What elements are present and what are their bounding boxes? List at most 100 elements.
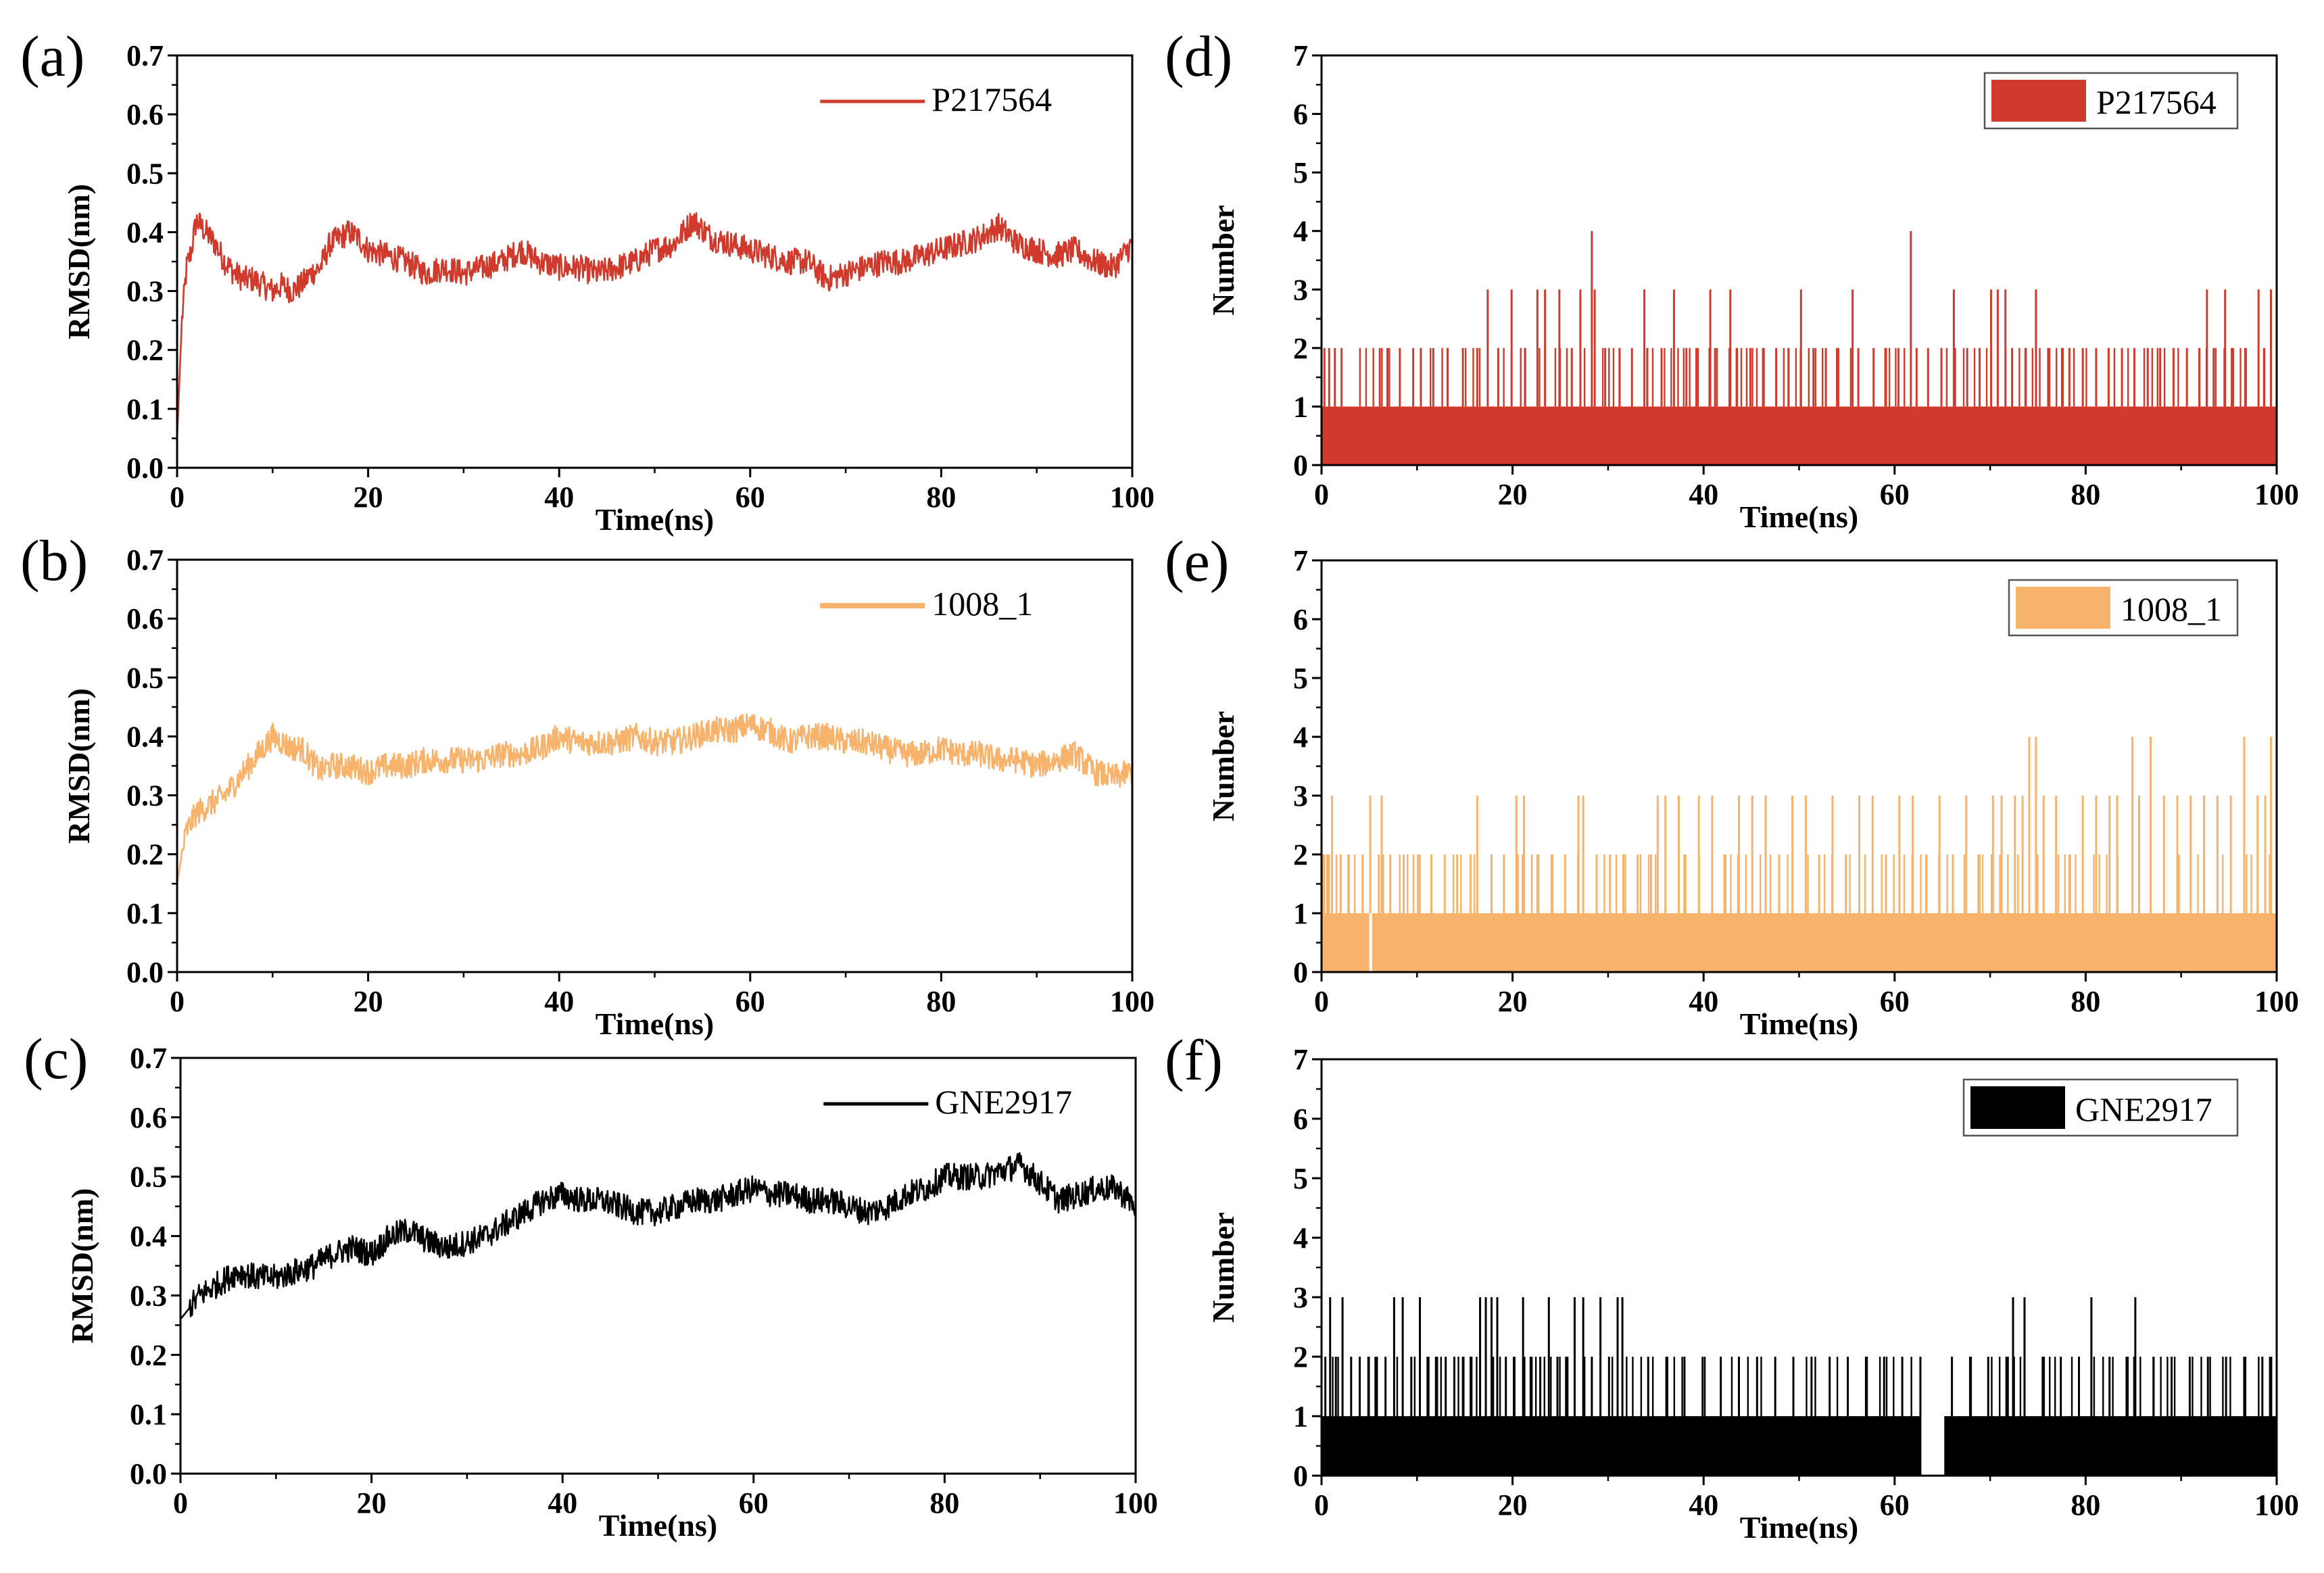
legend-swatch — [2016, 587, 2110, 629]
y-tick-label: 3 — [1293, 273, 1308, 306]
panel-d: 0 1 2 3 4 5 6 7 0 20 40 60 80 100 Time(ns) Number (d) P21… — [1165, 24, 2299, 534]
panel-label: (e) — [1165, 529, 1229, 594]
y-tick-label: 3 — [1293, 779, 1308, 813]
y-tick-label: 0.4 — [126, 720, 164, 753]
panel-a: 0.0 0.1 0.2 0.3 0.4 0.5 0.6 0.7 0 20 40 60 80 100 Time… — [20, 24, 1155, 537]
x-axis-title: Time(ns) — [1740, 1007, 1859, 1041]
plot-area — [180, 1152, 1136, 1320]
y-axis-title: Number — [1206, 711, 1240, 822]
panel-label: (d) — [1165, 24, 1232, 89]
x-tick-label: 100 — [2254, 985, 2299, 1018]
x-tick-label: 80 — [929, 1486, 959, 1520]
x-axis-title: Time(ns) — [596, 1007, 715, 1041]
y-tick-label: 2 — [1293, 838, 1308, 871]
panel-label: (b) — [20, 528, 88, 593]
x-tick-label: 100 — [2254, 1489, 2299, 1522]
y-tick-label: 0.6 — [130, 1101, 167, 1134]
y-tick-label: 0.3 — [126, 779, 164, 813]
x-tick-label: 0 — [173, 1486, 188, 1520]
plot-area — [1322, 231, 2277, 465]
panel-f: 0 1 2 3 4 5 6 7 0 20 40 60 80 100 Time(ns) Number (f) GNE… — [1165, 1027, 2299, 1545]
panel-e: 0 1 2 3 4 5 6 7 0 20 40 60 80 100 Time(ns) Number (e) 100… — [1165, 529, 2299, 1041]
baseline-gap-0 — [1369, 913, 1372, 972]
y-tick-label: 0.3 — [130, 1279, 167, 1312]
y-tick-label: 0.0 — [130, 1457, 167, 1491]
y-tick-label: 0.0 — [126, 956, 164, 989]
x-tick-label: 80 — [926, 985, 956, 1018]
y-tick-label: 6 — [1293, 98, 1308, 131]
x-tick-label: 60 — [1880, 478, 1910, 511]
series-baseline-fill-P217564 — [1322, 406, 2277, 465]
y-tick-label: 4 — [1293, 215, 1308, 248]
y-tick-label: 0.5 — [126, 661, 164, 694]
series-baseline-fill-GNE2917 — [1322, 1416, 2277, 1476]
y-tick-label: 0.6 — [126, 602, 164, 635]
y-tick-label: 0 — [1293, 449, 1308, 482]
y-tick-label: 6 — [1293, 1103, 1308, 1136]
x-tick-label: 60 — [1880, 1489, 1910, 1522]
y-tick-label: 0.0 — [126, 452, 164, 485]
x-tick-label: 40 — [1689, 1489, 1718, 1522]
panel-c: 0.0 0.1 0.2 0.3 0.4 0.5 0.6 0.7 0 20 40 60 80 100 Time… — [24, 1026, 1158, 1543]
x-tick-label: 20 — [1498, 985, 1528, 1018]
x-tick-label: 0 — [170, 985, 185, 1018]
legend-label: 1008_1 — [2121, 590, 2222, 628]
panel-b: 0.0 0.1 0.2 0.3 0.4 0.5 0.6 0.7 0 20 40 60 80 100 Time… — [20, 528, 1155, 1041]
baseline-gap-0 — [1921, 1416, 1945, 1476]
x-tick-label: 20 — [357, 1486, 387, 1520]
y-tick-label: 0.1 — [126, 393, 164, 426]
plot-area — [1322, 737, 2277, 972]
x-tick-label: 60 — [735, 985, 765, 1018]
y-axis-title: RMSD(nm) — [62, 688, 96, 844]
plot-area — [1322, 1297, 2277, 1476]
x-tick-label: 0 — [1314, 478, 1329, 511]
y-tick-label: 2 — [1293, 1340, 1308, 1374]
x-tick-label: 0 — [1314, 1489, 1329, 1522]
plot-area — [177, 212, 1132, 439]
x-tick-label: 40 — [544, 481, 574, 514]
x-tick-label: 80 — [2071, 478, 2100, 511]
y-tick-label: 5 — [1293, 662, 1308, 695]
legend-swatch — [1991, 80, 2086, 122]
y-tick-label: 6 — [1293, 603, 1308, 636]
y-tick-label: 0.1 — [130, 1398, 167, 1431]
x-axis-title: Time(ns) — [599, 1508, 718, 1543]
legend-label: P217564 — [931, 80, 1052, 118]
y-tick-label: 0.6 — [126, 98, 164, 131]
series-baseline-fill-1008_1 — [1322, 913, 2277, 972]
x-tick-label: 40 — [1689, 985, 1718, 1018]
x-tick-label: 100 — [1113, 1486, 1158, 1520]
y-tick-label: 5 — [1293, 1162, 1308, 1195]
x-axis-title: Time(ns) — [596, 502, 715, 537]
y-tick-label: 7 — [1293, 39, 1308, 72]
y-tick-label: 0.4 — [130, 1220, 167, 1253]
x-tick-label: 80 — [2071, 1489, 2100, 1522]
series-line-P217564 — [177, 212, 1132, 439]
x-tick-label: 20 — [354, 481, 383, 514]
x-tick-label: 40 — [544, 985, 574, 1018]
y-tick-label: 0.2 — [126, 334, 164, 367]
x-tick-label: 100 — [2254, 478, 2299, 511]
y-tick-label: 0 — [1293, 956, 1308, 989]
plot-area — [177, 713, 1132, 884]
panel-label: (c) — [24, 1026, 88, 1091]
series-line-GNE2917 — [180, 1152, 1136, 1320]
legend-label: GNE2917 — [935, 1083, 1072, 1121]
y-tick-label: 0.7 — [126, 543, 164, 577]
y-tick-label: 7 — [1293, 1043, 1308, 1076]
y-tick-label: 0.5 — [126, 157, 164, 190]
panel-label: (a) — [20, 24, 84, 89]
y-tick-label: 4 — [1293, 1221, 1308, 1255]
x-tick-label: 40 — [548, 1486, 577, 1520]
y-tick-label: 0.7 — [126, 39, 164, 72]
x-tick-label: 0 — [1314, 985, 1329, 1018]
y-axis-title: RMSD(nm) — [65, 1188, 99, 1344]
y-tick-label: 0.7 — [130, 1042, 167, 1075]
legend-swatch — [1970, 1086, 2065, 1129]
y-tick-label: 2 — [1293, 332, 1308, 365]
y-tick-label: 0.3 — [126, 275, 164, 308]
y-tick-label: 0.2 — [130, 1338, 167, 1372]
y-tick-label: 3 — [1293, 1281, 1308, 1314]
y-axis-title: Number — [1206, 205, 1240, 316]
